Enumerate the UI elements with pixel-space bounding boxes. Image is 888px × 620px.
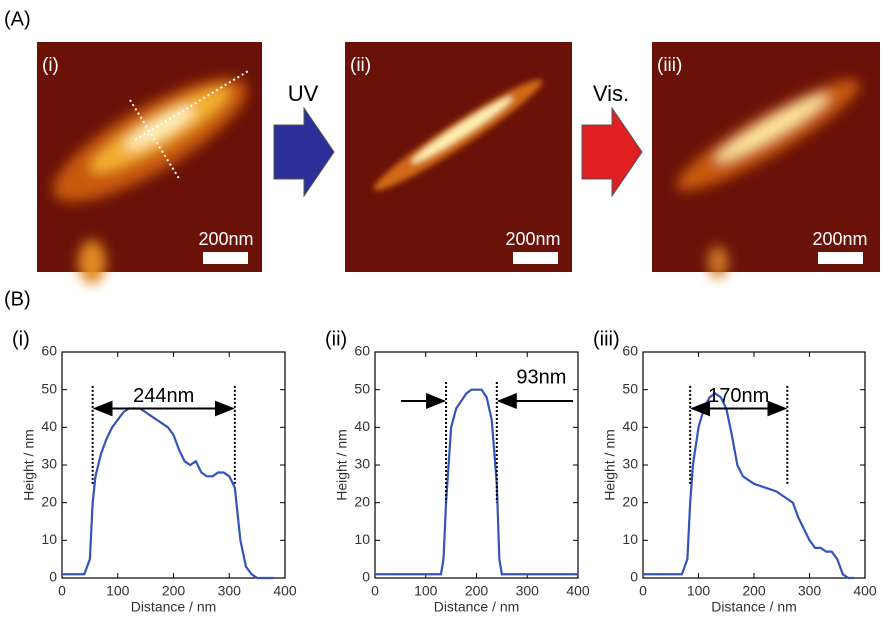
- data-line: [62, 409, 274, 579]
- chart-label: (iii): [593, 328, 620, 350]
- figure-svg: (A) (B) (i) 200nm (ii) 200nm: [0, 0, 888, 620]
- dimension-label: 93nm: [516, 367, 566, 389]
- arrow-label: UV: [288, 81, 319, 106]
- chart-label: (ii): [325, 328, 347, 350]
- dimension-label: 170nm: [708, 385, 769, 407]
- y-tick-label: 50: [41, 380, 57, 396]
- y-tick-label: 10: [622, 531, 638, 547]
- x-tick-label: 300: [218, 583, 242, 599]
- y-tick-label: 50: [622, 380, 638, 396]
- image-label: (ii): [350, 55, 371, 76]
- y-tick-label: 30: [354, 456, 370, 472]
- image-label: (i): [42, 55, 59, 76]
- scale-label: 200nm: [812, 229, 867, 249]
- y-tick-label: 10: [354, 531, 370, 547]
- x-tick-label: 0: [58, 583, 66, 599]
- y-tick-label: 40: [354, 418, 370, 434]
- y-tick-label: 30: [622, 456, 638, 472]
- process-arrow: [582, 108, 642, 196]
- panel-label: (B): [4, 288, 31, 310]
- figure: (A) (B) (i) 200nm (ii) 200nm: [0, 0, 888, 620]
- data-line: [643, 393, 854, 578]
- x-tick-label: 200: [465, 583, 489, 599]
- y-tick-label: 0: [630, 569, 638, 585]
- x-tick-label: 300: [516, 583, 540, 599]
- x-axis-label: Distance / nm: [711, 599, 797, 615]
- x-tick-label: 0: [639, 583, 647, 599]
- y-axis-label: Height / nm: [21, 429, 37, 501]
- process-arrow: [274, 108, 334, 196]
- y-tick-label: 60: [354, 343, 370, 359]
- y-tick-label: 0: [362, 569, 370, 585]
- x-tick-label: 200: [162, 583, 186, 599]
- y-tick-label: 20: [354, 493, 370, 509]
- dimension-label: 244nm: [133, 385, 194, 407]
- x-tick-label: 300: [798, 583, 822, 599]
- y-tick-label: 10: [41, 531, 57, 547]
- x-tick-label: 100: [687, 583, 711, 599]
- image-label: (iii): [657, 55, 682, 76]
- y-axis-label: Height / nm: [602, 429, 618, 501]
- y-tick-label: 40: [41, 418, 57, 434]
- y-tick-label: 40: [622, 418, 638, 434]
- x-tick-label: 400: [566, 583, 590, 599]
- x-tick-label: 200: [742, 583, 766, 599]
- x-axis-label: Distance / nm: [131, 599, 217, 615]
- x-tick-label: 400: [273, 583, 297, 599]
- y-tick-label: 50: [354, 380, 370, 396]
- scale-label: 200nm: [505, 229, 560, 249]
- y-axis-label: Height / nm: [334, 429, 350, 501]
- x-tick-label: 100: [106, 583, 130, 599]
- y-tick-label: 60: [622, 343, 638, 359]
- x-axis-label: Distance / nm: [434, 599, 520, 615]
- y-tick-label: 60: [41, 343, 57, 359]
- x-tick-label: 0: [371, 583, 379, 599]
- y-tick-label: 20: [41, 493, 57, 509]
- panel-label: (A): [4, 8, 31, 30]
- data-line: [375, 390, 578, 575]
- chart-label: (i): [12, 328, 30, 350]
- arrow-label: Vis.: [593, 81, 629, 106]
- scale-label: 200nm: [198, 229, 253, 249]
- y-tick-label: 0: [49, 569, 57, 585]
- x-tick-label: 100: [414, 583, 438, 599]
- x-tick-label: 400: [853, 583, 877, 599]
- y-tick-label: 30: [41, 456, 57, 472]
- y-tick-label: 20: [622, 493, 638, 509]
